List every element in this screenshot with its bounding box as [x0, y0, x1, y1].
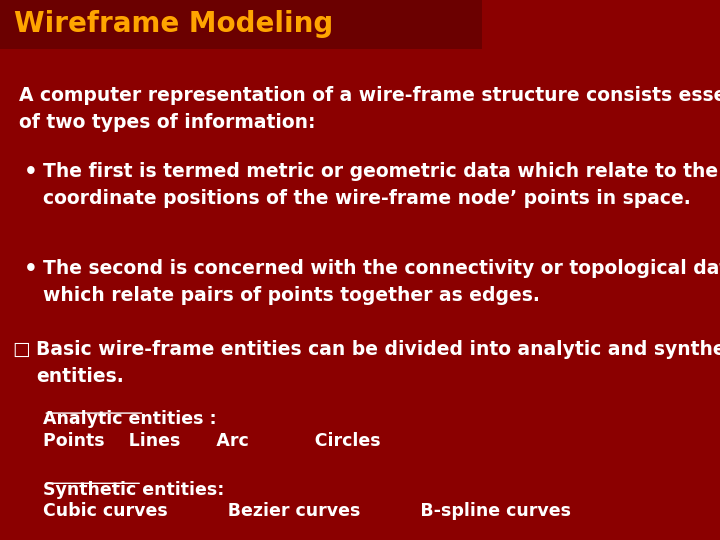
Text: The first is termed metric or geometric data which relate to the 3D
coordinate p: The first is termed metric or geometric …	[43, 162, 720, 207]
FancyBboxPatch shape	[0, 0, 482, 49]
Text: Cubic curves          Bezier curves          B-spline curves: Cubic curves Bezier curves B-spline curv…	[43, 502, 572, 520]
Text: Synthetic entities:: Synthetic entities:	[43, 481, 225, 498]
Text: Analytic entities :: Analytic entities :	[43, 410, 217, 428]
Text: Points    Lines      Arc           Circles: Points Lines Arc Circles	[43, 432, 381, 450]
Text: □: □	[12, 340, 30, 359]
Text: Basic wire-frame entities can be divided into analytic and synthetic
entities.: Basic wire-frame entities can be divided…	[36, 340, 720, 386]
Text: The second is concerned with the connectivity or topological data,
which relate : The second is concerned with the connect…	[43, 259, 720, 305]
Text: •: •	[24, 162, 38, 182]
Text: Wireframe Modeling: Wireframe Modeling	[14, 10, 333, 38]
Text: •: •	[24, 259, 38, 279]
Text: A computer representation of a wire-frame structure consists essentially
of two : A computer representation of a wire-fram…	[19, 86, 720, 132]
